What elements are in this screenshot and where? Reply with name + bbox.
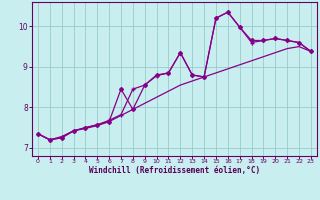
X-axis label: Windchill (Refroidissement éolien,°C): Windchill (Refroidissement éolien,°C) [89,166,260,175]
